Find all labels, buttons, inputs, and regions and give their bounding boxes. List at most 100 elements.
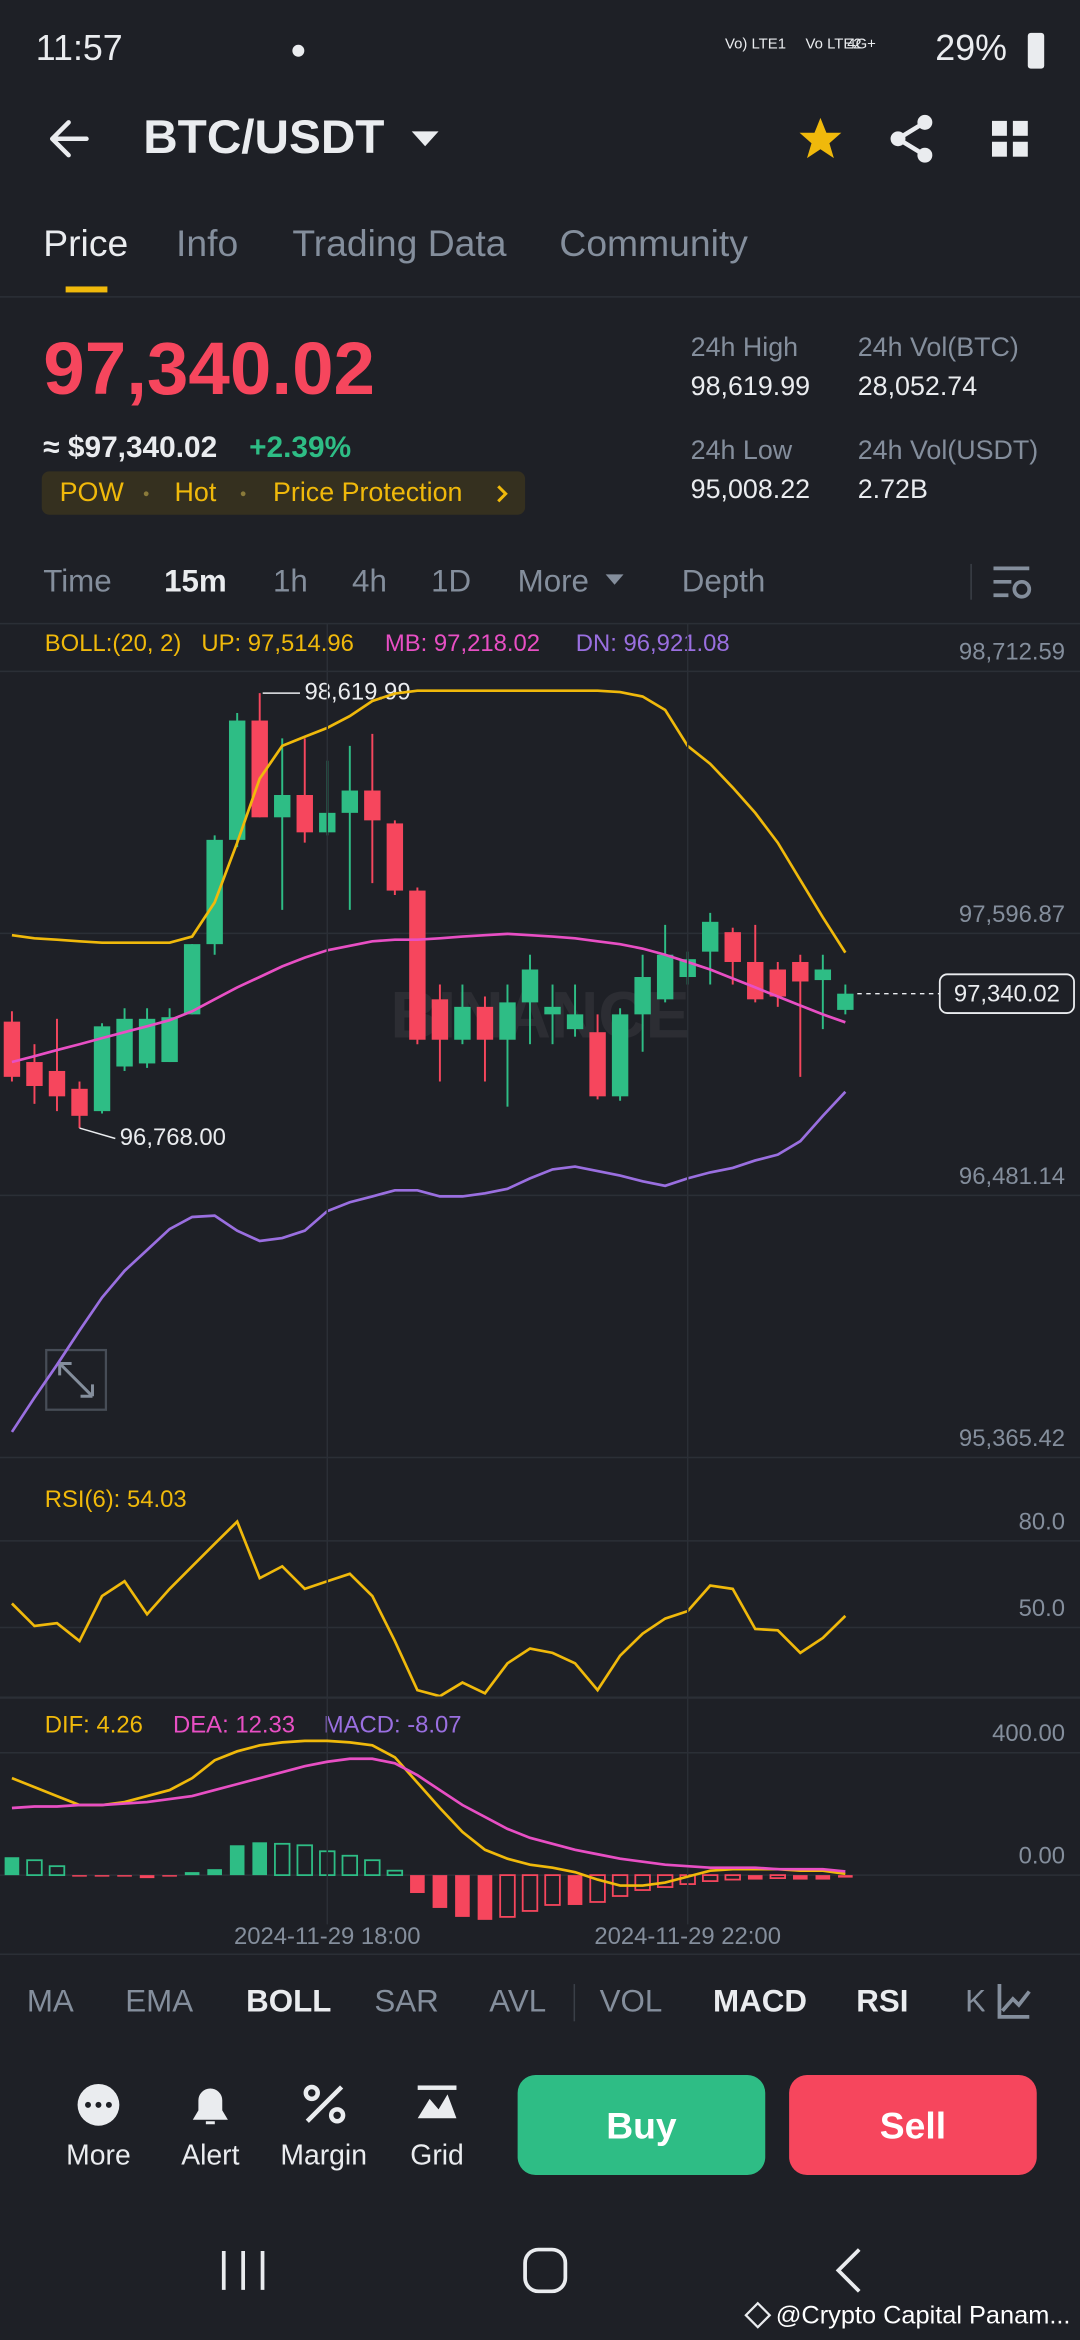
macd-bar: [815, 1875, 831, 1880]
legend-label: DEA: 12.33: [173, 1711, 295, 1738]
macd-bar: [207, 1869, 222, 1876]
nav-back[interactable]: [835, 2248, 861, 2293]
stat-value: 2.72B: [858, 474, 928, 504]
tag-chevron: [497, 485, 508, 503]
candle-body: [386, 823, 404, 891]
tab[interactable]: Trading Data: [292, 222, 506, 264]
interval[interactable]: 1h: [273, 564, 308, 599]
tag[interactable]: POW: [60, 477, 125, 507]
share-button[interactable]: [890, 114, 933, 163]
last-price-box: [938, 973, 1075, 1014]
macd-bar: [341, 1854, 359, 1877]
candle-body: [837, 993, 854, 1010]
macd-bar: [229, 1845, 245, 1876]
macd-bar: [747, 1875, 763, 1880]
indicator[interactable]: RSI: [856, 1984, 908, 2019]
tab[interactable]: Info: [176, 222, 238, 264]
grid-icon[interactable]: [417, 2085, 457, 2119]
macd-bar: [117, 1875, 132, 1877]
legend-label: DIF: 4.26: [45, 1711, 143, 1738]
layout-button[interactable]: [991, 120, 1028, 157]
macd-bar: [724, 1874, 741, 1881]
candle-body: [634, 977, 651, 1015]
x-tick-label: 2024-11-29 18:00: [234, 1923, 421, 1950]
buy-label[interactable]: Buy: [606, 2105, 677, 2147]
candle-body: [544, 1006, 561, 1015]
candle-body: [499, 1002, 516, 1040]
macd-bar: [252, 1842, 268, 1876]
indicator-settings[interactable]: [997, 1984, 1031, 2019]
macd-bar: [455, 1875, 470, 1917]
candle-body: [589, 1032, 606, 1097]
interval[interactable]: More: [518, 564, 589, 599]
x-tick-label: 2024-11-29 22:00: [594, 1923, 781, 1950]
tag[interactable]: Price Protection: [273, 477, 462, 507]
action-label[interactable]: Alert: [181, 2140, 239, 2172]
buy-button[interactable]: [517, 2075, 766, 2175]
tab[interactable]: Price: [43, 222, 128, 264]
macd-bar: [634, 1874, 651, 1891]
candle-body: [228, 720, 246, 840]
indicator[interactable]: BOLL: [246, 1984, 331, 2019]
nav-recents[interactable]: [221, 2251, 265, 2290]
candle-body: [476, 1006, 494, 1040]
macd-bar: [838, 1875, 853, 1878]
back-button[interactable]: [49, 120, 89, 158]
pair-title[interactable]: BTC/USDT: [143, 111, 384, 164]
tag[interactable]: Hot: [175, 477, 217, 507]
y-tick-label: 97,596.87: [959, 901, 1065, 928]
indicator-line: [10, 1519, 847, 1698]
network-label: 4G+: [847, 37, 876, 53]
indicator[interactable]: VOL: [600, 1984, 663, 2019]
action-label[interactable]: More: [66, 2140, 131, 2172]
candle-body: [702, 921, 719, 952]
indicator[interactable]: MA: [27, 1984, 74, 2019]
candle-body: [296, 794, 313, 833]
alert-icon[interactable]: [192, 2088, 228, 2125]
macd-bar: [162, 1875, 177, 1877]
candle-body: [116, 1018, 133, 1067]
macd-bar: [184, 1872, 200, 1876]
candle-body: [566, 1014, 584, 1030]
low-label: 96,768.00: [120, 1124, 226, 1151]
nav-home[interactable]: [523, 2247, 568, 2294]
candle-body: [769, 969, 786, 997]
legend-label: MB: 97,218.02: [385, 630, 540, 657]
legend-label: RSI(6): 54.03: [45, 1486, 187, 1513]
high-label: 98,619.99: [304, 678, 410, 705]
candle-body: [341, 790, 359, 813]
interval[interactable]: 4h: [352, 564, 387, 599]
stat-label: 24h Low: [691, 435, 793, 465]
interval[interactable]: Depth: [682, 564, 766, 599]
battery-icon: [1027, 32, 1045, 69]
macd-bar: [567, 1875, 583, 1905]
indicator[interactable]: K: [965, 1984, 986, 2019]
y-tick-label: 50.0: [1019, 1595, 1065, 1622]
network-label: Vo) LTE1: [725, 37, 786, 53]
indicator[interactable]: AVL: [489, 1984, 546, 2019]
indicator[interactable]: SAR: [374, 1984, 438, 2019]
fiat-price: ≈ $97,340.02: [43, 431, 217, 464]
macd-bar: [139, 1875, 155, 1879]
action-label[interactable]: Grid: [410, 2140, 464, 2172]
favorite-star[interactable]: [799, 117, 842, 159]
indicator[interactable]: EMA: [125, 1984, 193, 2019]
candle-body: [71, 1088, 88, 1116]
interval[interactable]: 15m: [164, 564, 227, 599]
pair-dropdown[interactable]: [411, 131, 439, 147]
tab[interactable]: Community: [559, 222, 748, 264]
margin-icon[interactable]: [303, 2084, 346, 2124]
interval[interactable]: 1D: [431, 564, 471, 599]
sell-label[interactable]: Sell: [880, 2105, 946, 2147]
chart-settings[interactable]: [993, 566, 1032, 599]
action-label[interactable]: Margin: [280, 2140, 367, 2172]
candle-body: [48, 1070, 66, 1097]
interval[interactable]: Time: [43, 564, 111, 599]
indicator[interactable]: MACD: [713, 1984, 807, 2019]
more-icon[interactable]: [77, 2083, 120, 2126]
y-tick-label: 0.00: [1019, 1843, 1065, 1870]
last-price: 97,340.02: [43, 326, 375, 410]
sell-button[interactable]: [789, 2075, 1037, 2175]
stat-label: 24h High: [691, 332, 798, 362]
